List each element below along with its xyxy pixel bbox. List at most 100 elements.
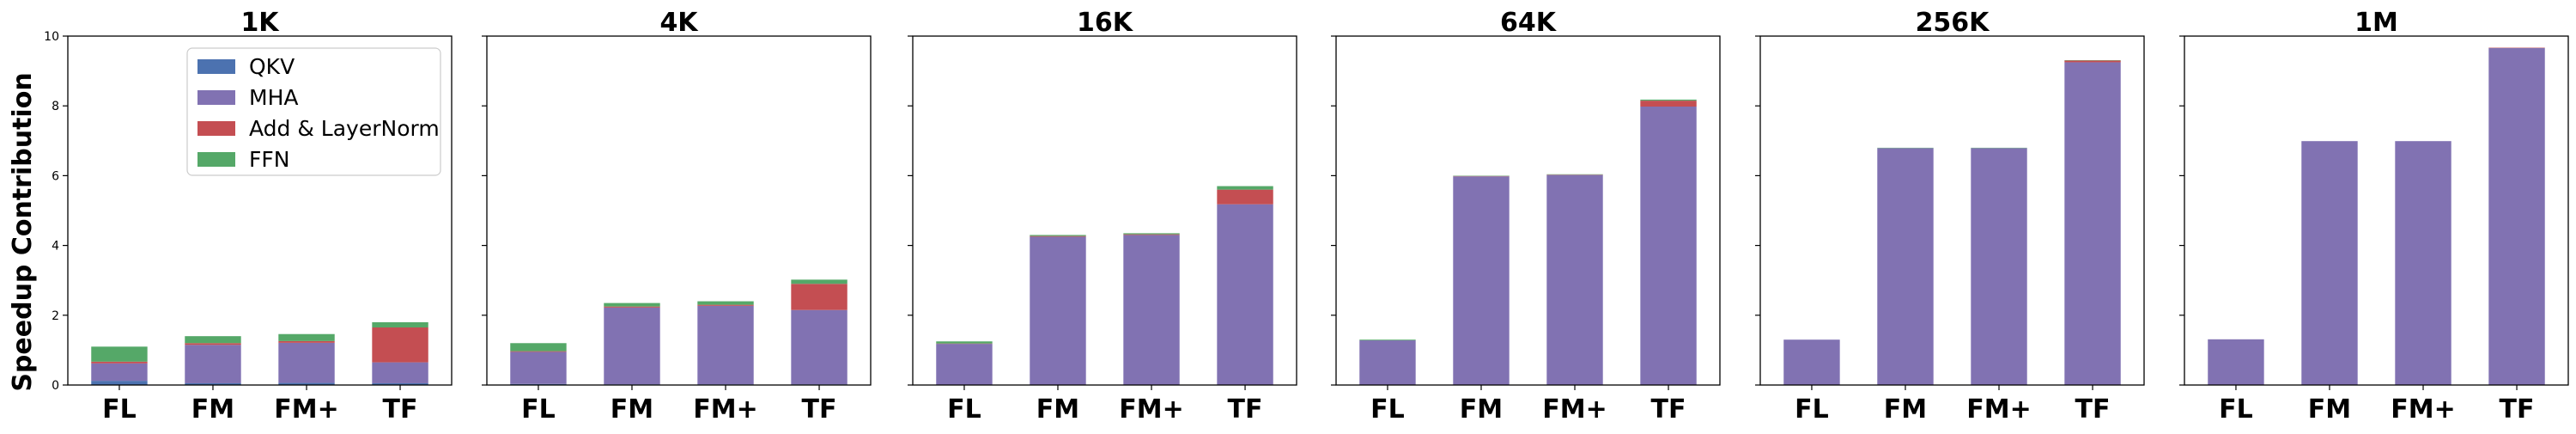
bar-segment-mha <box>2395 141 2451 385</box>
bar-segment-add-layernorm <box>1030 236 1085 237</box>
bar-segment-mha <box>1030 236 1085 384</box>
bar-segment-mha <box>2488 48 2544 385</box>
bar-segment-add-layernorm <box>91 362 147 364</box>
y-tick-label: 6 <box>52 169 59 183</box>
bar-segment-add-layernorm <box>510 351 566 352</box>
y-tick-label: 4 <box>52 240 59 254</box>
bar-segment-mha <box>91 364 147 381</box>
x-tick-label: FL <box>521 394 556 425</box>
bar-segment-ffn <box>185 336 240 343</box>
x-tick-label: FL <box>947 394 981 425</box>
bar-segment-add-layernorm <box>604 307 659 308</box>
bar-segment-ffn <box>1640 100 1696 101</box>
bar-segment-mha <box>936 344 992 385</box>
x-tick-label: FM <box>611 394 653 425</box>
x-tick-label: FM <box>1460 394 1503 425</box>
panel-1m: 1M FL FM FM+ TF <box>2179 8 2568 425</box>
bar-segment-mha <box>2208 339 2263 385</box>
y-tick-label: 10 <box>44 30 59 44</box>
bar-segment-mha <box>278 343 334 383</box>
panel-title: 256K <box>1916 8 1991 38</box>
bar-segment-ffn <box>372 322 428 327</box>
bar-segment-qkv <box>91 381 147 385</box>
bar-segment-mha <box>1877 148 1933 385</box>
bar-segment-mha <box>510 351 566 383</box>
bar-segment-mha <box>372 363 428 383</box>
legend-label: QKV <box>249 54 295 79</box>
legend-label: Add & LayerNorm <box>249 116 440 141</box>
bar-segment-add-layernorm <box>697 305 753 306</box>
bar-segment-ffn <box>278 334 334 341</box>
legend-swatch <box>197 59 235 74</box>
bar-segment-add-layernorm <box>278 341 334 343</box>
x-tick-label: FM <box>1036 394 1079 425</box>
y-tick-label: 8 <box>52 100 59 113</box>
bar-segment-ffn <box>791 279 847 284</box>
bar-segment-mha <box>1359 340 1415 385</box>
x-tick-label: TF <box>383 394 418 425</box>
x-tick-label: FM+ <box>693 394 757 425</box>
bar-segment-add-layernorm <box>791 284 847 309</box>
panel-64k: 64K FL FM FM+ TF <box>1331 8 1720 425</box>
x-tick-label: FM <box>1884 394 1927 425</box>
x-tick-label: FM <box>191 394 234 425</box>
x-tick-label: FL <box>102 394 137 425</box>
bar-segment-mha <box>1971 148 2026 385</box>
y-tick-label: 2 <box>52 309 59 323</box>
x-tick-label: FM+ <box>2391 394 2455 425</box>
panel-title: 4K <box>659 8 699 38</box>
panel-title: 16K <box>1077 8 1134 38</box>
x-tick-label: TF <box>2075 394 2111 425</box>
panel-title: 1M <box>2354 8 2398 38</box>
x-tick-label: TF <box>802 394 837 425</box>
bar-segment-add-layernorm <box>1217 190 1273 205</box>
bar-segment-ffn <box>936 341 992 343</box>
x-tick-label: TF <box>1651 394 1686 425</box>
x-tick-label: FL <box>1370 394 1405 425</box>
bar-segment-mha <box>1123 235 1179 384</box>
bar-segment-ffn <box>1359 339 1415 340</box>
x-tick-label: FM+ <box>1542 394 1607 425</box>
bar-segment-mha <box>2064 62 2120 385</box>
x-tick-label: TF <box>1228 394 1263 425</box>
bar-segment-mha <box>2301 141 2357 385</box>
legend-swatch <box>197 152 235 167</box>
bar-segment-mha <box>697 306 753 384</box>
bar-segment-mha <box>604 308 659 384</box>
bar-segment-add-layernorm <box>1640 101 1696 107</box>
bar-segment-add-layernorm <box>372 327 428 363</box>
legend-swatch <box>197 121 235 136</box>
bar-segment-ffn <box>1217 186 1273 190</box>
bar-segment-ffn <box>604 303 659 307</box>
bar-segment-add-layernorm <box>185 343 240 345</box>
x-tick-label: FL <box>2219 394 2253 425</box>
x-tick-label: FM+ <box>1119 394 1183 425</box>
bar-segment-mha <box>1217 205 1273 385</box>
bar-segment-ffn <box>1123 233 1179 234</box>
bar-segment-mha <box>1640 107 1696 385</box>
x-tick-label: TF <box>2500 394 2535 425</box>
panel-title: 1K <box>240 8 280 38</box>
bar-segment-mha <box>1783 339 1839 385</box>
bar-segment-mha <box>1453 176 1509 385</box>
x-tick-label: FM+ <box>274 394 338 425</box>
x-tick-label: FM <box>2308 394 2351 425</box>
legend-label: FFN <box>249 147 289 172</box>
panel-4k: 4K FL FM FM+ TF <box>482 8 871 425</box>
bar-segment-ffn <box>510 343 566 351</box>
bar-segment-ffn <box>697 302 753 305</box>
bar-segment-mha <box>185 345 240 383</box>
bar-segment-add-layernorm <box>2064 60 2120 62</box>
bar-segment-mha <box>1546 175 1602 385</box>
panel-256k: 256K FL FM FM+ TF <box>1755 8 2144 425</box>
y-axis-label: Speedup Contribution <box>8 72 38 391</box>
x-tick-label: FL <box>1795 394 1829 425</box>
y-tick-label: 0 <box>52 379 59 393</box>
panel-title: 64K <box>1500 8 1558 38</box>
bar-segment-ffn <box>91 346 147 361</box>
legend-label: MHA <box>249 85 298 110</box>
legend: QKV MHA Add & LayerNorm FFN <box>187 48 440 175</box>
x-tick-label: FM+ <box>1966 394 2031 425</box>
legend-swatch <box>197 90 235 105</box>
